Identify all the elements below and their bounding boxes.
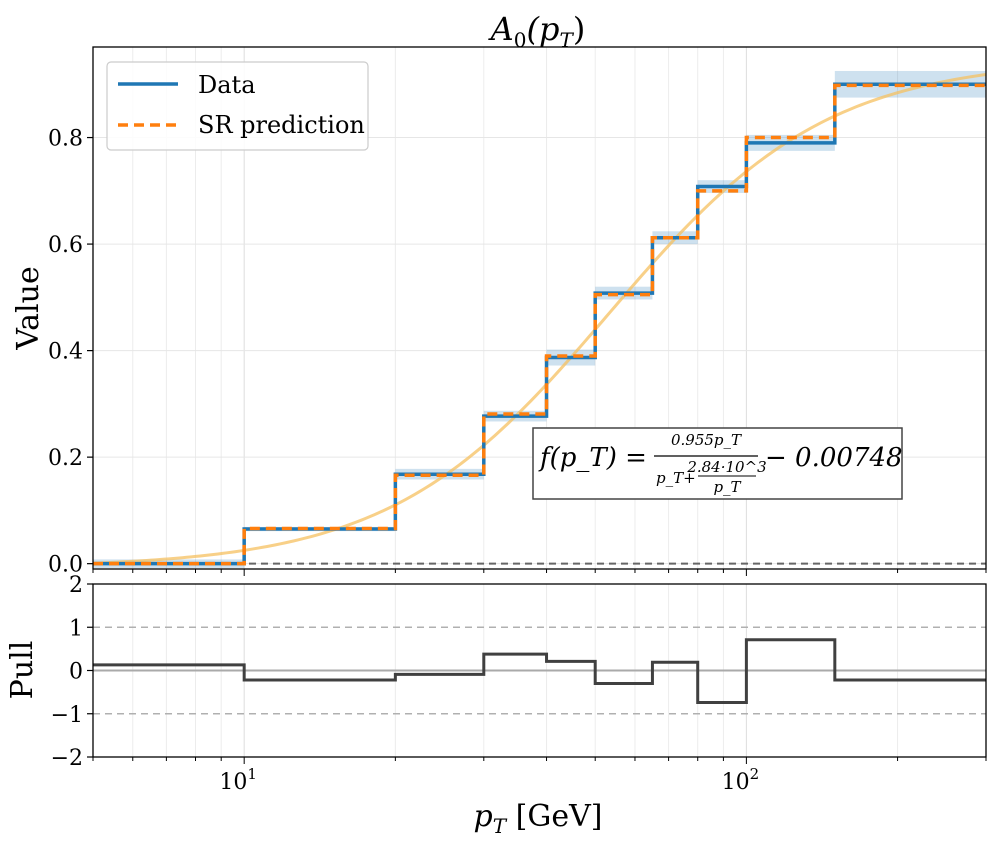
y-tick-label: 0.2 xyxy=(48,446,83,471)
pull-series-layer xyxy=(93,638,986,705)
chart-title: A0(pT) xyxy=(488,10,586,52)
formula-numerator: 0.955p_T xyxy=(671,431,742,449)
value-axis-title: Value xyxy=(11,266,46,350)
pull-y-tick-label: 1 xyxy=(69,616,83,641)
formula-inner-numerator: 2.84·10^3 xyxy=(686,458,766,476)
pull-y-tick-label: −1 xyxy=(51,703,83,728)
main-ticks: 0.0 0.2 0.4 0.6 0.8 xyxy=(48,127,987,578)
y-tick-label: 0.4 xyxy=(48,340,83,365)
formula-box: f(p_T) = 0.955p_T p_T+ 2.84·10^3 p_T − 0… xyxy=(532,427,903,500)
formula-inner-denominator: p_T xyxy=(713,478,741,496)
y-tick-label: 0.6 xyxy=(48,233,83,258)
pull-y-tick-label: 0 xyxy=(69,660,83,685)
fit-curve xyxy=(92,73,987,565)
sr-prediction-line xyxy=(93,83,986,566)
pull-reference-layer xyxy=(93,626,986,715)
main-plot-frame xyxy=(92,46,987,570)
pull-y-tick-label: 2 xyxy=(69,573,83,598)
pull-ticks: −2 −1 0 1 2 101 102 xyxy=(51,573,987,795)
formula-denominator-left: p_T+ xyxy=(656,469,696,487)
formula-lhs: f(p_T) = xyxy=(538,443,647,473)
x-tick-label: 101 xyxy=(219,765,257,795)
x-axis-title: pT [GeV] xyxy=(474,799,603,838)
legend-data-label: Data xyxy=(198,71,256,99)
x-tick-label: 102 xyxy=(722,765,760,795)
pull-y-tick-label: −2 xyxy=(51,746,83,771)
y-tick-label: 0.0 xyxy=(48,553,83,578)
y-tick-label: 0.8 xyxy=(48,127,83,152)
pull-axis-title: Pull xyxy=(5,641,40,700)
legend-sr-label: SR prediction xyxy=(198,111,365,139)
formula-frame xyxy=(532,427,903,500)
main-series-layer xyxy=(93,82,986,566)
fit-curve-layer xyxy=(92,73,987,565)
legend: Data SR prediction xyxy=(106,61,369,151)
pull-series-line xyxy=(93,638,986,705)
formula-rhs: − 0.00748 xyxy=(765,443,903,473)
